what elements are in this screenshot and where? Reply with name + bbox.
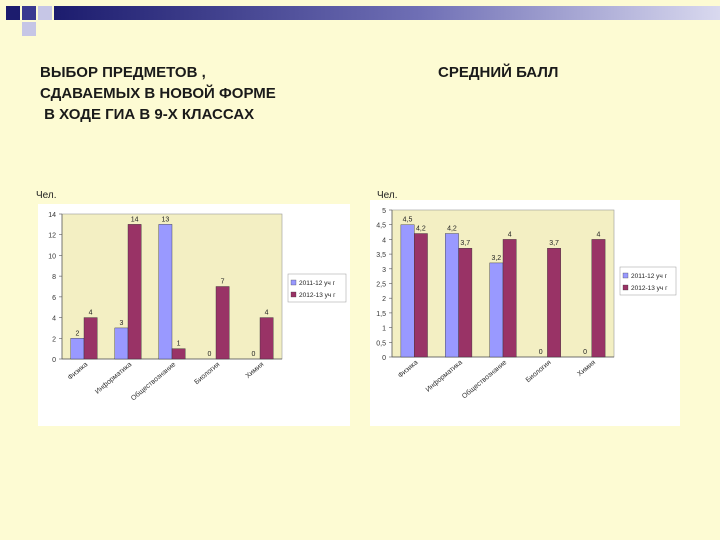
- left-chart-data-label: 1: [177, 341, 181, 348]
- left-title-line-2: СДАВАЕМЫХ В НОВОЙ ФОРМЕ: [40, 85, 276, 102]
- left-chart-data-label: 0: [207, 351, 211, 358]
- left-title-line-3: В ХОДЕ ГИА В 9-Х КЛАССАХ: [40, 106, 255, 123]
- right-chart-data-label: 4,2: [447, 226, 457, 233]
- left-chart-category-label: Биология: [193, 361, 221, 386]
- right-chart-bar-2: [547, 248, 561, 358]
- left-chart-bar-1: [70, 338, 85, 360]
- left-chart-y-tick-label: 10: [48, 253, 56, 260]
- left-chart-y-tick-label: 14: [48, 212, 56, 219]
- decorative-squares: [0, 0, 720, 36]
- left-chart-legend: [287, 273, 347, 303]
- right-chart-data-label: 4,2: [416, 226, 426, 233]
- left-chart-data-label: 0: [251, 351, 255, 358]
- left-chart-y-tick-label: 12: [48, 233, 56, 240]
- left-chart-y-tick-label: 6: [52, 295, 56, 302]
- left-chart-data-label: 13: [162, 216, 170, 223]
- right-chart-data-label: 3,7: [549, 240, 559, 247]
- left-chart-legend-label: 2012-13 уч г: [299, 292, 336, 299]
- right-chart-bar-1: [489, 262, 504, 358]
- left-chart-category-label: Обществознание: [129, 360, 177, 402]
- right-chart-category-label: Обществознание: [460, 358, 508, 400]
- right-chart-y-tick-label: 3: [382, 267, 386, 274]
- right-chart-panel: 0 0,5 1 1,5 2 2,5 3 3,5 4 4,5 5 4,5 4,2 Физика 4,2 3,7 И…: [370, 200, 680, 426]
- right-chart-bar-1: [445, 233, 459, 358]
- left-chart-bar-2: [171, 348, 186, 360]
- left-chart-bar-2: [259, 317, 274, 360]
- left-chart-data-label: 4: [89, 310, 93, 317]
- left-chart-category-label: Физика: [67, 361, 90, 382]
- right-chart-legend-swatch: [622, 284, 629, 291]
- left-chart-bar-2: [215, 286, 230, 360]
- right-chart-data-label: 3,2: [491, 255, 501, 262]
- left-chart-y-tick-label: 2: [52, 336, 56, 343]
- left-chart-legend-swatch: [290, 291, 297, 298]
- right-chart-y-tick-label: 3,5: [376, 252, 386, 259]
- right-chart-y-tick-label: 0,5: [376, 340, 386, 347]
- right-bar-chart: 00,511,522,533,544,554,54,2Физика4,23,7И…: [376, 208, 677, 400]
- left-chart-bar-1: [158, 224, 173, 360]
- right-chart-data-label: 4: [597, 231, 601, 238]
- left-chart-unit-label: Чел.: [36, 190, 57, 201]
- right-chart-category-label: Физика: [397, 359, 420, 380]
- left-chart-bar-1: [114, 327, 129, 360]
- right-chart-data-label: 4,5: [403, 217, 413, 224]
- right-chart-y-tick-label: 4,5: [376, 223, 386, 230]
- left-chart-data-label: 4: [265, 310, 269, 317]
- right-chart-unit-label: Чел.: [377, 190, 398, 201]
- left-chart-category-label: Информатика: [94, 361, 133, 395]
- right-chart-y-tick-label: 1,5: [376, 311, 386, 318]
- left-chart-bar-2: [83, 317, 98, 360]
- left-title-line-1: ВЫБОР ПРЕДМЕТОВ ,: [40, 64, 206, 81]
- left-chart-legend-label: 2011-12 уч г: [299, 280, 336, 287]
- right-chart-data-label: 3,7: [460, 240, 470, 247]
- left-chart-bar-2: [127, 224, 142, 360]
- left-chart-y-tick-label: 8: [52, 274, 56, 281]
- right-title: СРЕДНИЙ БАЛЛ: [438, 64, 559, 81]
- right-chart-category-label: Химия: [576, 359, 597, 378]
- right-chart-data-label: 0: [583, 349, 587, 356]
- left-chart-y-tick-label: 4: [52, 316, 56, 323]
- left-chart-y-tick-label: 0: [52, 357, 56, 364]
- right-chart-y-tick-label: 0: [382, 355, 386, 362]
- right-chart-bar-2: [458, 248, 473, 358]
- right-chart-category-label: Информатика: [425, 359, 464, 393]
- left-chart-data-label: 2: [75, 330, 79, 337]
- right-chart-bar-2: [414, 233, 428, 358]
- left-chart-data-label: 3: [119, 320, 123, 327]
- right-chart-legend-swatch: [622, 272, 629, 279]
- right-chart-legend-label: 2012-13 уч г: [631, 285, 668, 292]
- right-chart-y-tick-label: 5: [382, 208, 386, 215]
- left-bar-chart: 0 2 4 6 8 10 12 14 2 4 Физика 3 14 Информатика 13 1 Обще…: [48, 212, 347, 402]
- right-chart-data-label: 0: [539, 349, 543, 356]
- left-title: ВЫБОР ПРЕДМЕТОВ , СДАВАЕМЫХ В НОВОЙ ФОРМ…: [40, 62, 276, 125]
- right-chart-bar-1: [400, 224, 415, 358]
- right-chart-data-label: 4: [508, 231, 512, 238]
- right-chart-bar-2: [591, 239, 606, 358]
- left-chart-category-label: Химия: [245, 361, 266, 380]
- left-chart-data-label: 14: [131, 216, 139, 223]
- right-chart-y-tick-label: 4: [382, 237, 386, 244]
- right-chart-y-tick-label: 2: [382, 296, 386, 303]
- right-chart-bar-2: [502, 239, 517, 358]
- right-chart-legend: [619, 266, 677, 296]
- right-chart-category-label: Биология: [525, 359, 553, 384]
- right-chart-y-tick-label: 2,5: [376, 282, 386, 289]
- left-chart-legend-swatch: [290, 279, 297, 286]
- left-chart-data-label: 7: [221, 279, 225, 286]
- left-chart-panel: 0 2 4 6 8 10 12 14 2 4 Физика 3 14 Информатика 13 1 Обще…: [38, 204, 350, 426]
- right-chart-legend-label: 2011-12 уч г: [631, 273, 668, 280]
- right-chart-y-tick-label: 1: [382, 326, 386, 333]
